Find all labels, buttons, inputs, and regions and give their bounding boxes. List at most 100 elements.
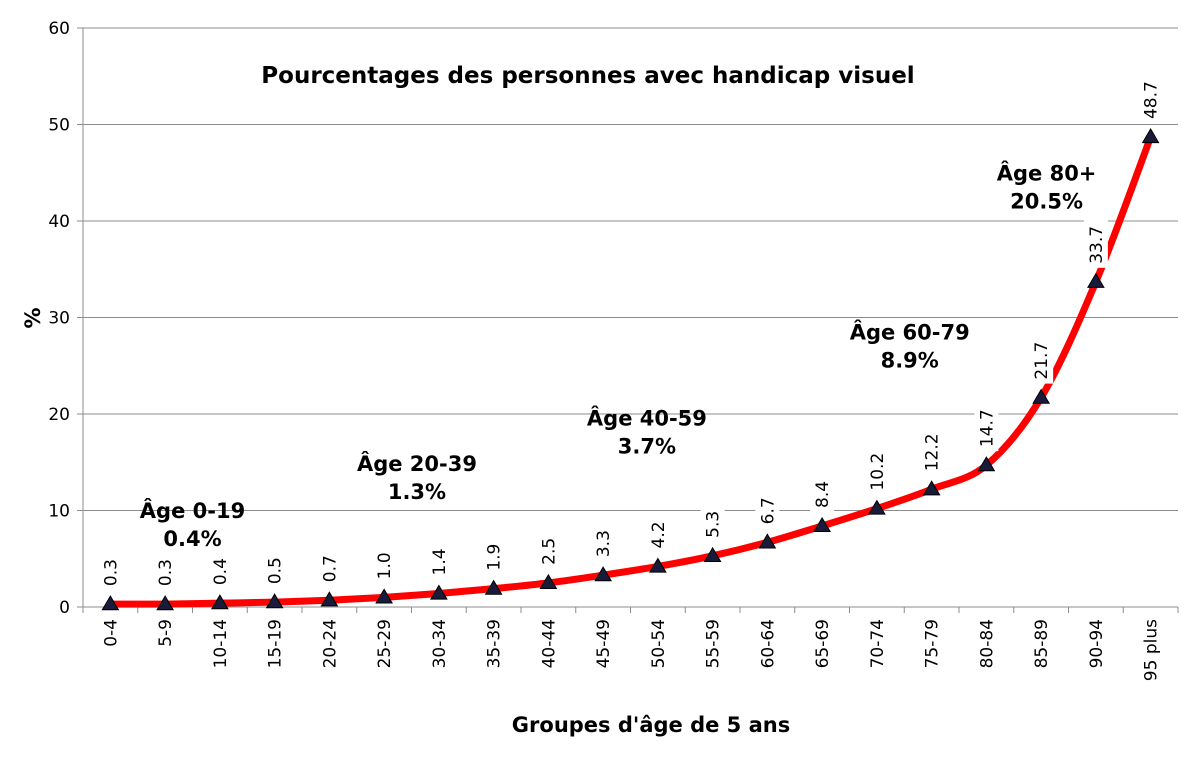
value-label-text: 4.2 [649,521,669,548]
data-point-marker [539,573,558,589]
data-point-marker [484,579,503,595]
age-group-label-line: 1.3% [388,480,446,504]
data-point-marker [430,584,448,600]
data-point-marker [320,591,339,607]
age-group-label: Âge 20-39 1.3% [357,451,477,504]
x-tick-label: 10-14 [211,619,231,668]
value-label: 5.3 [700,503,725,542]
data-point-marker [101,595,120,611]
value-label: 0.3 [98,552,123,591]
value-label: 33.7 [1083,219,1108,268]
value-label-bg [810,473,835,512]
value-label-text: 3.3 [594,530,614,557]
age-group-label-line: 0.4% [163,527,221,551]
data-point-marker [1141,128,1160,144]
value-label-text: 1.0 [375,552,395,579]
value-label: 6.7 [755,490,780,529]
age-group-annotations: Âge 0-19 0.4%Âge 20-39 1.3%Âge 40-59 3.7%Âg… [140,160,1097,551]
series-path [106,133,1155,608]
age-group-label-line: Âge 60-79 [850,320,970,345]
gridlines [83,27,1178,511]
value-label-bg [864,446,889,495]
value-label-bg [536,530,561,569]
value-label-bg [317,548,342,587]
age-group-label-line: Âge 80+ [997,160,1097,185]
value-label: 1.9 [481,536,506,575]
age-group-label: Âge 40-59 3.7% [587,406,707,459]
value-label-bg [98,552,123,591]
x-tick-label: 60-64 [758,619,778,668]
value-label-bg [645,514,670,553]
value-label-bg [481,536,506,575]
chart-title: Pourcentages des personnes avec handicap… [261,63,914,89]
value-label: 0.7 [317,548,342,587]
data-point-marker [1087,272,1105,288]
value-label-text: 8.4 [813,481,833,508]
value-label-text: 1.4 [430,548,450,575]
value-label-bg [1029,335,1054,384]
age-group-label-line: 20.5% [1010,189,1083,213]
value-label: 3.3 [591,523,616,562]
value-label: 1.4 [426,541,451,580]
value-label-bg [372,545,397,584]
value-label-text: 5.3 [704,511,724,538]
value-label-bg [755,490,780,529]
y-axis-ticks: 0 10 20 30 40 50 60 [48,19,83,618]
data-point-marker [1032,388,1050,404]
age-group-label-line: 8.9% [881,349,939,373]
age-group-label-line: Âge 20-39 [357,451,477,476]
value-labels: 0.3 0.3 0.4 0.5 0.7 1.0 1.4 1.9 2.5 3.3 4.2 5.3 6.7 8… [98,75,1163,591]
x-tick-label: 40-44 [539,619,559,668]
data-point-marker [156,595,174,611]
data-point-marker [703,546,722,562]
x-tick-label: 50-54 [649,619,669,668]
value-label-bg [1083,219,1108,268]
y-tick-label: 40 [48,212,70,232]
value-label-text: 0.3 [101,559,121,586]
data-point-marker [594,566,612,582]
age-group-label: Âge 80+ 20.5% [997,160,1097,213]
x-tick-label: 0-4 [101,619,121,647]
value-label-bg [153,552,178,591]
y-tick-label: 50 [48,116,70,136]
x-tick-label: 80-84 [977,619,997,668]
x-tick-label: 15-19 [266,619,286,668]
value-label-text: 33.7 [1087,226,1107,264]
x-axis-ticks: 0-4 5-9 10-14 15-19 20-24 25-29 30-34 35-39 40-4… [82,607,1179,681]
value-label-bg [426,541,451,580]
value-label-text: 14.7 [977,409,997,447]
y-tick-label: 0 [59,598,70,618]
value-label: 1.0 [372,545,397,584]
age-group-label-line: Âge 40-59 [587,406,707,431]
data-point-marker [375,588,393,604]
series-markers [101,128,1160,611]
age-group-label: Âge 60-79 8.9% [850,320,970,373]
value-label-text: 0.5 [266,557,286,584]
data-point-marker [813,516,831,533]
value-label-text: 21.7 [1032,342,1052,380]
data-point-marker [868,499,886,515]
value-label: 2.5 [536,530,561,569]
value-label-text: 6.7 [758,497,778,524]
value-label-text: 0.4 [211,558,231,585]
value-label: 21.7 [1029,335,1054,384]
data-point-marker [922,480,941,496]
value-label: 0.5 [262,550,287,589]
value-label-text: 0.7 [320,555,340,582]
value-label-text: 10.2 [868,453,888,491]
y-tick-label: 10 [48,502,70,522]
value-label: 10.2 [864,446,889,495]
data-point-marker [649,557,667,573]
value-label-bg [919,427,944,476]
age-group-label-line: 3.7% [618,435,676,459]
value-label: 4.2 [645,514,670,553]
value-label-text: 2.5 [539,538,559,565]
x-tick-label: 65-69 [813,619,833,668]
x-tick-label: 75-79 [923,619,943,668]
x-axis-title: Groupes d'âge de 5 ans [512,713,790,737]
x-tick-label: 5-9 [156,619,176,647]
value-label: 12.2 [919,427,944,476]
value-label: 14.7 [974,403,999,452]
value-label-text: 0.3 [156,559,176,586]
